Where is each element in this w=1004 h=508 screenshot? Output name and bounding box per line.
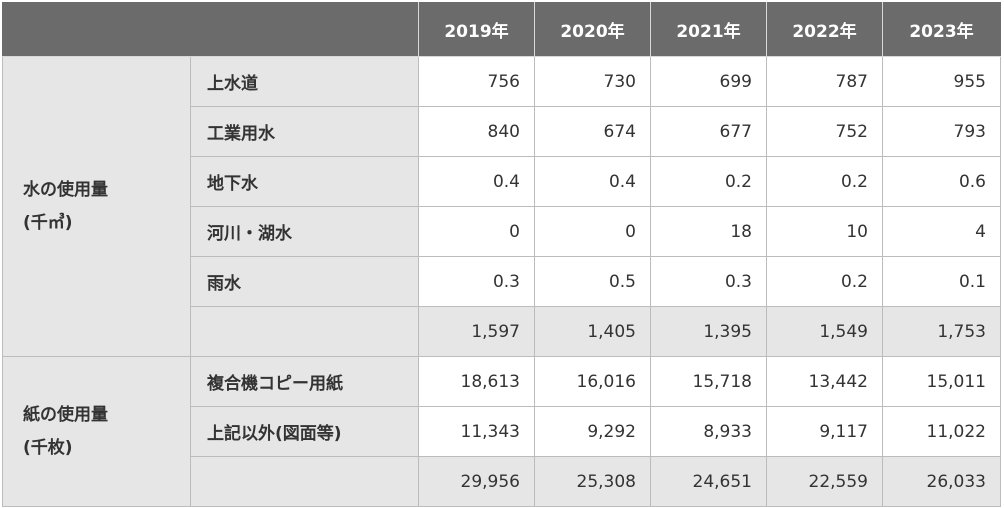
row-label: 上水道	[190, 56, 419, 107]
water-group-unit: (千㎥)	[23, 212, 73, 233]
value-cell: 0	[534, 206, 651, 257]
value-cell: 699	[650, 56, 767, 107]
year-header: 2022年	[766, 2, 883, 57]
value-cell: 730	[534, 56, 651, 107]
total-cell: 22,559	[766, 456, 883, 507]
row-label: 上記以外(図面等)	[190, 406, 419, 457]
value-cell: 0.3	[650, 256, 767, 307]
value-cell: 8,933	[650, 406, 767, 457]
value-cell: 13,442	[766, 356, 883, 407]
year-header: 2023年	[882, 2, 1001, 57]
total-cell: 1,753	[882, 306, 1001, 357]
paper-total-row: 29,956 25,308 24,651 22,559 26,033	[3, 456, 1001, 507]
total-cell: 1,597	[418, 306, 535, 357]
value-cell: 18,613	[418, 356, 535, 407]
value-cell: 10	[766, 206, 883, 257]
value-cell: 0	[418, 206, 535, 257]
water-usage-group-label: 水の使用量 (千㎥)	[2, 56, 191, 357]
row-label: 工業用水	[190, 106, 419, 157]
value-cell: 793	[882, 106, 1001, 157]
total-cell: 1,405	[534, 306, 651, 357]
value-cell: 15,011	[882, 356, 1001, 407]
table-row: 上記以外(図面等) 11,343 9,292 8,933 9,117 11,02…	[3, 406, 1001, 457]
year-header: 2020年	[534, 2, 651, 57]
table-row: 工業用水 840 674 677 752 793	[3, 106, 1001, 157]
row-label: 河川・湖水	[190, 206, 419, 257]
value-cell: 0.3	[418, 256, 535, 307]
value-cell: 16,016	[534, 356, 651, 407]
value-cell: 4	[882, 206, 1001, 257]
year-header: 2021年	[650, 2, 767, 57]
value-cell: 840	[418, 106, 535, 157]
value-cell: 9,117	[766, 406, 883, 457]
value-cell: 15,718	[650, 356, 767, 407]
water-total-row: 1,597 1,405 1,395 1,549 1,753	[3, 306, 1001, 357]
total-label-cell	[190, 306, 419, 357]
value-cell: 0.2	[650, 156, 767, 207]
value-cell: 0.4	[418, 156, 535, 207]
value-cell: 955	[882, 56, 1001, 107]
value-cell: 0.2	[766, 156, 883, 207]
table-row: 紙の使用量 (千枚) 複合機コピー用紙 18,613 16,016 15,718…	[2, 356, 1001, 507]
table-row: 河川・湖水 0 0 18 10 4	[3, 206, 1001, 257]
value-cell: 0.6	[882, 156, 1001, 207]
value-cell: 752	[766, 106, 883, 157]
total-cell: 29,956	[418, 456, 535, 507]
total-cell: 25,308	[534, 456, 651, 507]
table-row: 水の使用量 (千㎥) 上水道 756 730 699 787 955	[2, 56, 1001, 357]
paper-group-unit: (千枚)	[23, 437, 73, 458]
total-cell: 26,033	[882, 456, 1001, 507]
row-label: 雨水	[190, 256, 419, 307]
total-cell: 1,549	[766, 306, 883, 357]
value-cell: 18	[650, 206, 767, 257]
header-blank-cell	[2, 2, 419, 57]
paper-group-title: 紙の使用量	[23, 404, 108, 425]
row-label: 地下水	[190, 156, 419, 207]
value-cell: 0.1	[882, 256, 1001, 307]
table-row: 地下水 0.4 0.4 0.2 0.2 0.6	[3, 156, 1001, 207]
paper-usage-group-label: 紙の使用量 (千枚)	[2, 356, 191, 507]
table-row: 雨水 0.3 0.5 0.3 0.2 0.1	[3, 256, 1001, 307]
value-cell: 9,292	[534, 406, 651, 457]
total-cell: 1,395	[650, 306, 767, 357]
value-cell: 787	[766, 56, 883, 107]
value-cell: 756	[418, 56, 535, 107]
value-cell: 0.4	[534, 156, 651, 207]
value-cell: 674	[534, 106, 651, 157]
total-label-cell	[190, 456, 419, 507]
value-cell: 677	[650, 106, 767, 157]
header-row: 2019年 2020年 2021年 2022年 2023年	[2, 2, 1001, 57]
total-cell: 24,651	[650, 456, 767, 507]
year-header: 2019年	[418, 2, 535, 57]
value-cell: 0.2	[766, 256, 883, 307]
value-cell: 11,343	[418, 406, 535, 457]
water-group-title: 水の使用量	[23, 179, 108, 200]
value-cell: 11,022	[882, 406, 1001, 457]
value-cell: 0.5	[534, 256, 651, 307]
row-label: 複合機コピー用紙	[190, 356, 419, 407]
